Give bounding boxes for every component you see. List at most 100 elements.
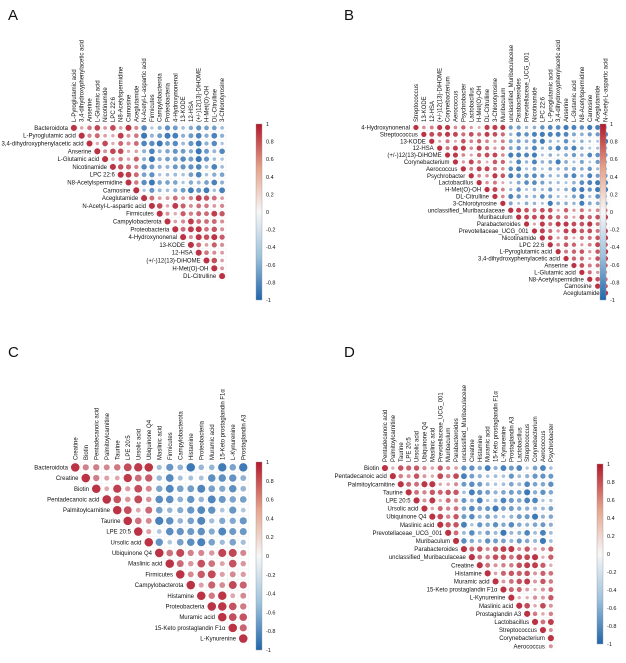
correlation-circle (580, 146, 584, 150)
correlation-circle (595, 132, 600, 137)
correlation-circle (548, 160, 553, 164)
row-label: H-Met(O)-OH (172, 266, 208, 272)
correlation-circle (477, 474, 482, 479)
correlation-circle (81, 473, 91, 483)
correlation-circle (500, 194, 505, 199)
correlation-circle (188, 125, 194, 131)
correlation-circle (133, 187, 140, 194)
correlation-circle (164, 125, 171, 131)
correlation-circle (173, 188, 178, 193)
correlation-circle (524, 132, 529, 137)
correlation-circle (219, 582, 226, 588)
correlation-circle (469, 513, 475, 520)
row-label: Carnosine (564, 284, 592, 290)
correlation-circle (476, 145, 482, 151)
colorbar-tick: 0.4 (607, 516, 615, 522)
correlation-circle (501, 482, 506, 487)
correlation-circle (469, 546, 475, 552)
correlation-circle (541, 498, 545, 503)
row-label: Aceglutamide (102, 196, 139, 202)
correlation-circle (220, 126, 224, 130)
correlation-circle (123, 516, 133, 526)
correlation-circle (580, 132, 584, 137)
column-label: Parabacteroides (517, 78, 523, 122)
correlation-circle (219, 507, 225, 513)
correlation-circle (493, 498, 498, 503)
correlation-circle (117, 171, 124, 178)
column-label: Campylobacterota (178, 411, 184, 460)
colorbar-tick: 0.4 (610, 175, 618, 181)
correlation-circle (564, 194, 568, 198)
correlation-circle (539, 626, 547, 634)
correlation-circle (165, 164, 170, 169)
correlation-circle (492, 546, 499, 552)
correlation-circle (211, 234, 218, 241)
correlation-circle (595, 235, 600, 241)
row-label: Anserine (68, 149, 92, 155)
correlation-circle (540, 522, 546, 528)
correlation-circle (556, 167, 560, 171)
correlation-circle (596, 167, 600, 171)
correlation-circle (461, 153, 466, 157)
correlation-circle (587, 228, 593, 234)
row-label: Maslinic acid (400, 523, 434, 529)
correlation-circle (556, 208, 560, 212)
correlation-circle (468, 173, 474, 179)
correlation-circle (172, 148, 178, 154)
correlation-circle (516, 194, 521, 199)
correlation-circle (437, 124, 443, 131)
correlation-circle (508, 481, 514, 487)
correlation-circle (461, 530, 466, 535)
correlation-circle (70, 463, 80, 472)
correlation-circle (197, 559, 206, 568)
row-label: 15-Keto prostaglandin F1α (427, 588, 498, 594)
correlation-circle (500, 529, 507, 536)
correlation-circle (204, 133, 209, 138)
correlation-circle (493, 146, 497, 150)
correlation-circle (188, 211, 194, 216)
correlation-circle (571, 152, 577, 158)
column-label: Psychrobacter (549, 424, 555, 462)
column-label: Nicotinamide (532, 87, 538, 122)
correlation-circle (532, 208, 537, 213)
correlation-circle (93, 474, 100, 482)
correlation-circle (595, 270, 600, 275)
correlation-circle (240, 560, 246, 567)
correlation-circle (452, 131, 458, 137)
correlation-circle (548, 579, 554, 584)
row-label: L-Pyroglutamic acid (23, 134, 76, 140)
correlation-circle (493, 474, 498, 479)
column-label: Histamine (478, 435, 484, 462)
correlation-circle (429, 131, 435, 137)
correlation-circle (509, 562, 514, 568)
correlation-circle (240, 592, 247, 599)
correlation-circle (197, 484, 206, 493)
row-label: Prostaglandin A3 (476, 612, 522, 618)
correlation-circle (102, 140, 108, 147)
correlation-circle (125, 486, 131, 492)
row-label: Aerococcus (514, 644, 545, 650)
column-label: LPE 20:5 (407, 437, 413, 462)
correlation-circle (187, 187, 194, 194)
correlation-circle (540, 481, 546, 487)
correlation-circle (485, 489, 491, 495)
row-label: LPC 22:6 (90, 173, 116, 179)
correlation-circle (166, 463, 174, 471)
column-label: Streptococcus (414, 84, 420, 122)
correlation-circle (188, 180, 194, 185)
correlation-circle (587, 201, 592, 206)
correlation-circle (430, 506, 435, 511)
correlation-circle (240, 507, 246, 513)
correlation-circle (484, 465, 491, 472)
correlation-circle (548, 146, 553, 151)
correlation-circle (540, 201, 544, 205)
correlation-circle (187, 506, 195, 514)
correlation-circle (516, 214, 522, 220)
correlation-circle (548, 490, 554, 495)
correlation-circle (548, 603, 553, 608)
correlation-circle (429, 138, 435, 144)
correlation-circle (461, 497, 467, 504)
correlation-circle (548, 466, 553, 470)
correlation-circle (145, 474, 153, 482)
correlation-circle (461, 132, 466, 137)
